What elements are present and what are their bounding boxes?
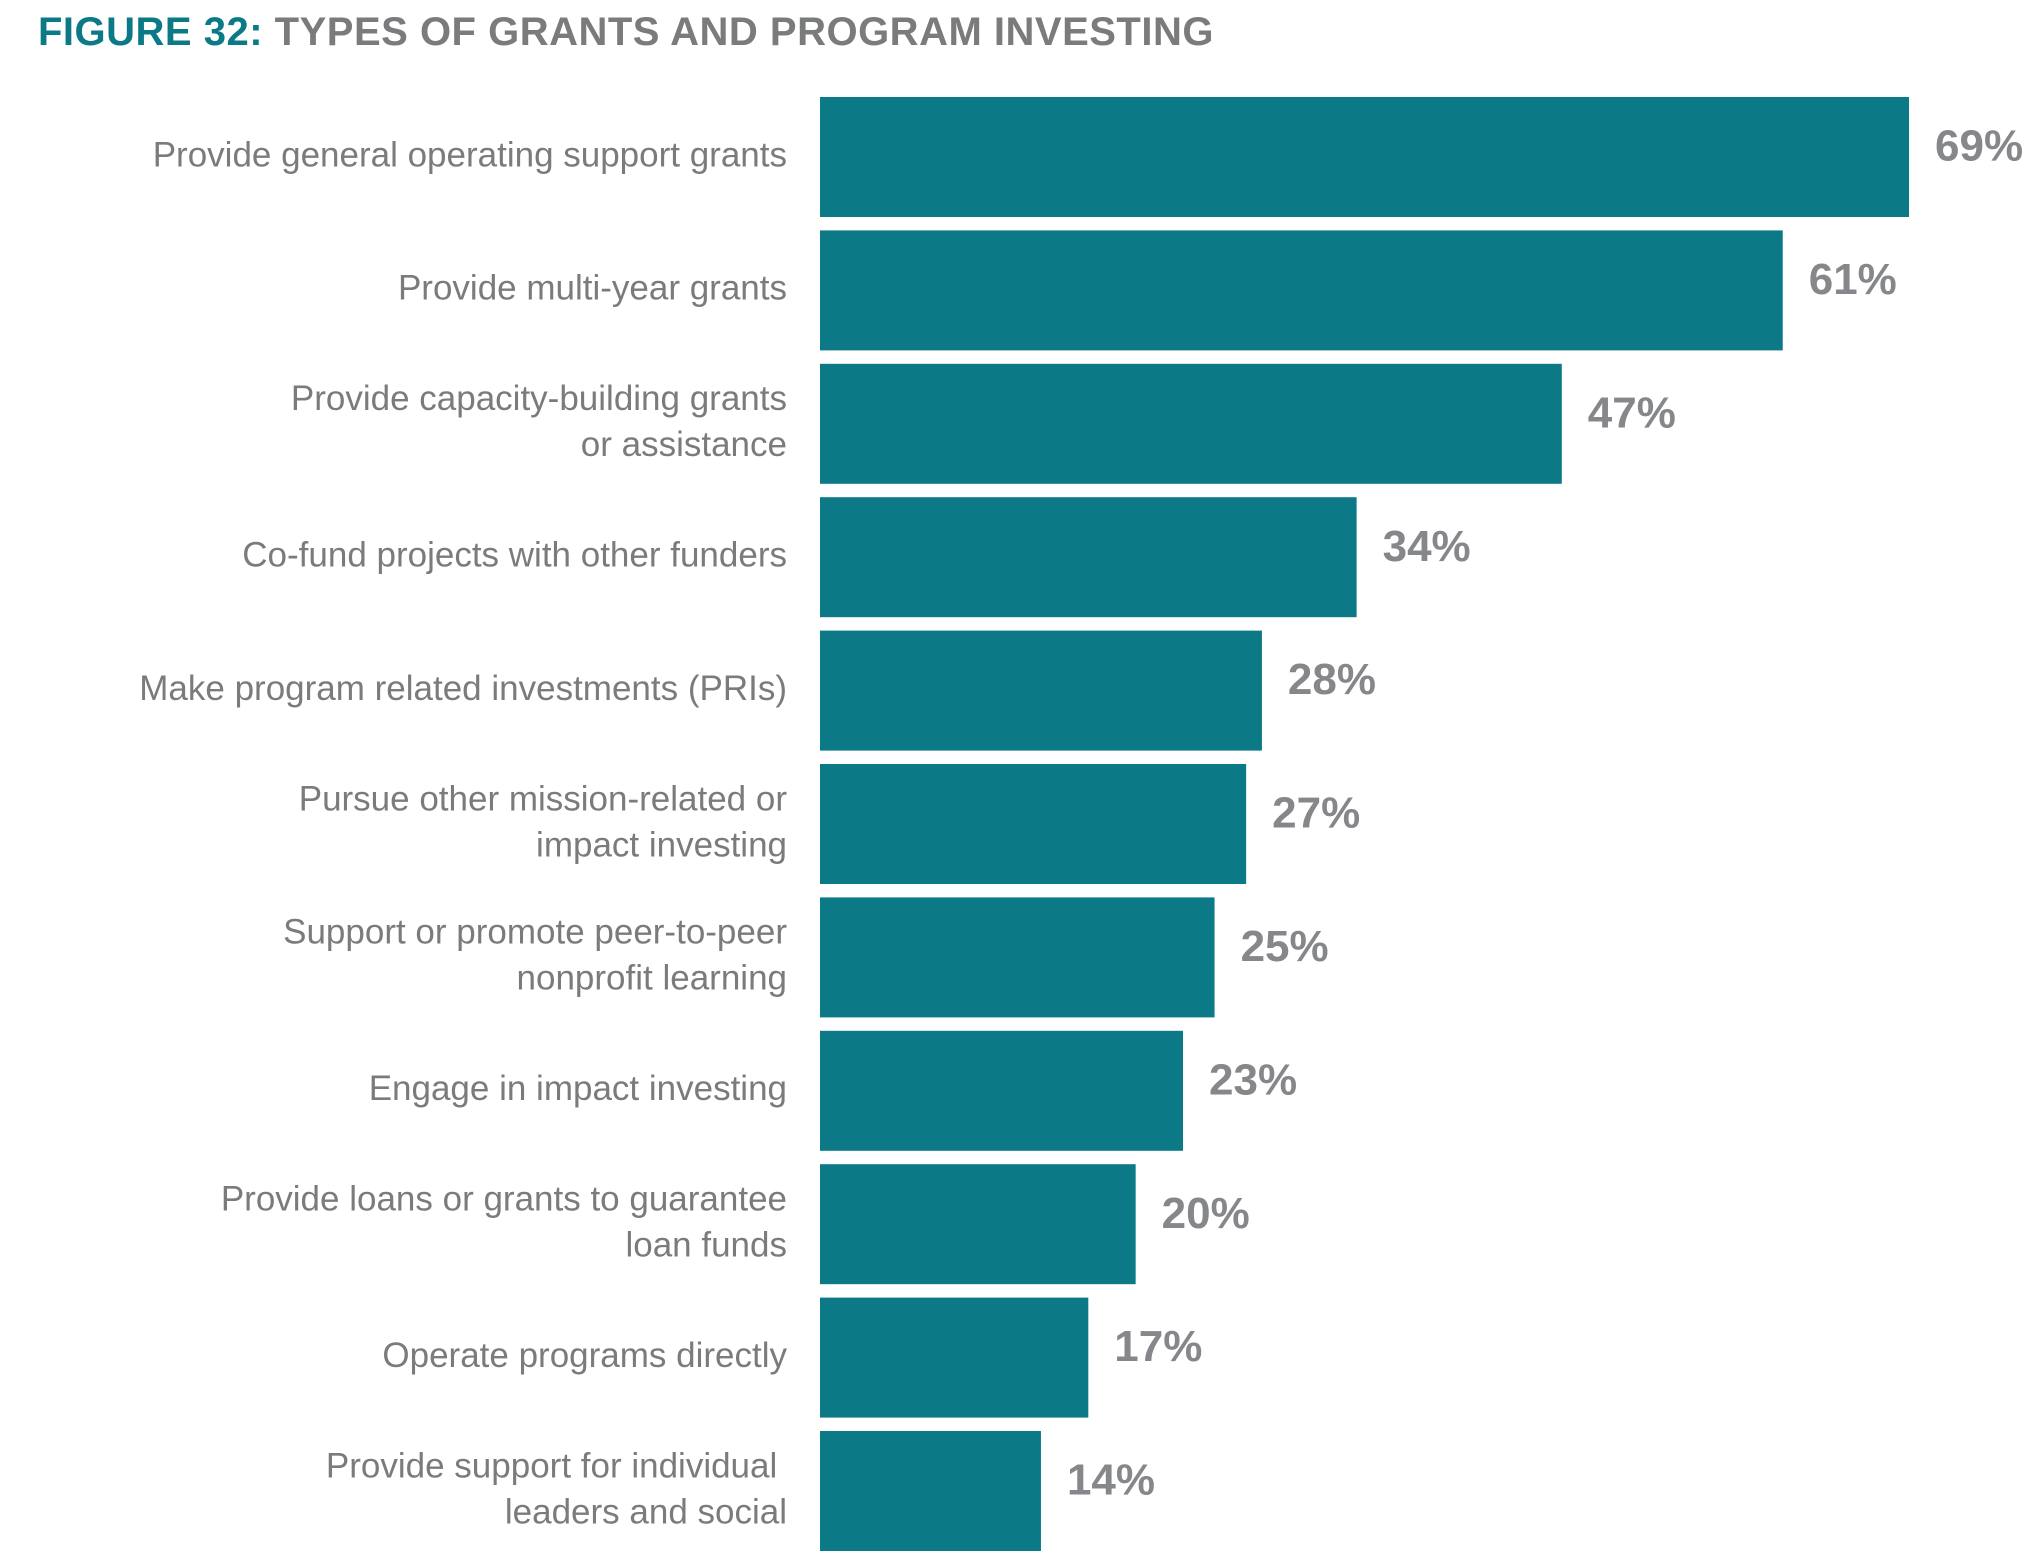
category-label-5: Make program related investments (PRIs): [139, 669, 787, 708]
bar-9: [820, 1164, 1136, 1285]
category-label-line: loan funds: [625, 1225, 787, 1264]
category-label-line: impact investing: [536, 825, 787, 864]
bar-10: [820, 1297, 1089, 1418]
category-label-line: Provide support for individual: [326, 1446, 787, 1485]
value-labels-group: 69% 61% 47% 34% 28% 27% 25% 23% 20% 17% 14%: [1067, 122, 2023, 1505]
category-label-line: Support or promote peer-to-peer: [283, 913, 787, 952]
value-label-3: 47%: [1588, 388, 1676, 437]
value-label-1: 69%: [1935, 122, 2023, 171]
category-label-1: Provide general operating support grants: [153, 135, 787, 174]
bar-4: [820, 497, 1357, 618]
category-label-9: Provide loans or grants to guarantee loan…: [221, 1179, 787, 1264]
value-label-8: 23%: [1209, 1055, 1297, 1104]
bars-group: [820, 97, 1909, 1551]
bar-11: [820, 1431, 1041, 1551]
bar-6: [820, 764, 1247, 884]
value-label-4: 34%: [1383, 522, 1471, 571]
category-label-2: Provide multi-year grants: [398, 269, 787, 308]
category-label-10: Operate programs directly: [382, 1336, 787, 1375]
category-label-line: Engage in impact investing: [369, 1069, 787, 1108]
bar-1: [820, 97, 1909, 217]
category-label-6: Pursue other mission-related or impact in…: [299, 779, 788, 864]
value-label-6: 27%: [1272, 789, 1360, 838]
value-label-5: 28%: [1288, 655, 1376, 704]
value-label-2: 61%: [1809, 255, 1897, 304]
category-label-line: Provide general operating support grants: [153, 135, 787, 174]
category-label-7: Support or promote peer-to-peer nonprofit…: [283, 913, 787, 998]
category-label-line: nonprofit learning: [517, 959, 787, 998]
category-label-4: Co-fund projects with other funders: [242, 535, 787, 574]
category-label-line: Make program related investments (PRIs): [139, 669, 787, 708]
category-label-line: leaders and social: [505, 1492, 787, 1531]
figure-title: FIGURE 32: TYPES OF GRANTS AND PROGRAM I…: [38, 10, 1214, 55]
category-label-line: Co-fund projects with other funders: [242, 535, 787, 574]
figure-title-text: TYPES OF GRANTS AND PROGRAM INVESTING: [274, 10, 1214, 54]
category-label-8: Engage in impact investing: [369, 1069, 787, 1108]
bar-8: [820, 1030, 1183, 1151]
figure-number: FIGURE 32:: [38, 10, 264, 54]
category-label-line: Pursue other mission-related or: [299, 779, 788, 818]
bar-3: [820, 363, 1562, 484]
category-labels-group: Provide general operating support grants…: [139, 135, 787, 1531]
category-label-line: Provide multi-year grants: [398, 269, 787, 308]
value-label-10: 17%: [1114, 1322, 1202, 1371]
value-label-7: 25%: [1241, 922, 1329, 971]
bar-5: [820, 630, 1262, 751]
category-label-line: Operate programs directly: [382, 1336, 787, 1375]
category-label-11: Provide support for individual leaders a…: [326, 1446, 787, 1531]
category-label-line: Provide loans or grants to guarantee: [221, 1179, 787, 1218]
bar-2: [820, 230, 1783, 351]
category-label-line: Provide capacity-building grants: [291, 379, 787, 418]
value-label-11: 14%: [1067, 1456, 1155, 1505]
bar-7: [820, 897, 1215, 1018]
category-label-3: Provide capacity-building grants or assis…: [291, 379, 787, 464]
category-label-line: or assistance: [581, 425, 787, 464]
value-label-9: 20%: [1162, 1189, 1250, 1238]
